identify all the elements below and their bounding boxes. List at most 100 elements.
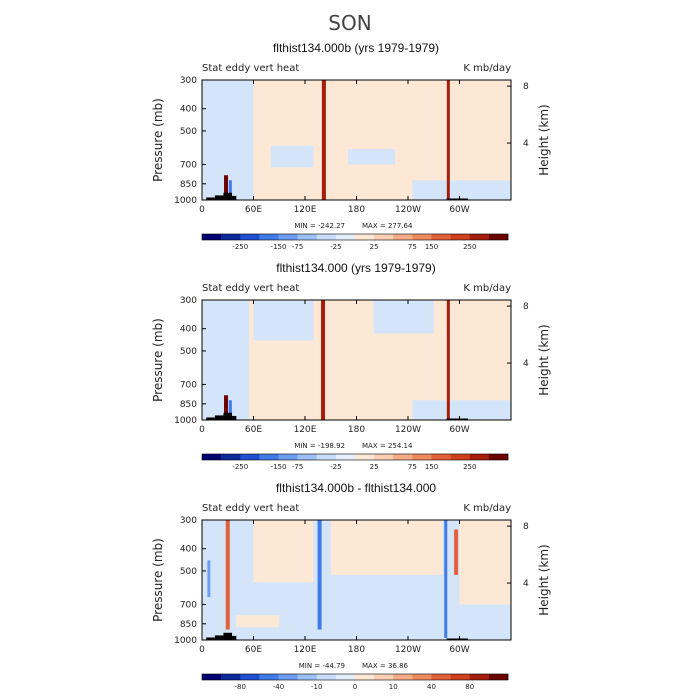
colorbar-swatch (297, 234, 318, 240)
terrain-block (446, 418, 469, 420)
colorbar-swatch (412, 234, 432, 240)
field-region (253, 300, 314, 341)
colorbar-swatch (297, 454, 318, 460)
colorbar-label: -75 (292, 463, 303, 471)
field-streak (321, 80, 326, 200)
panel-2: flthist134.000 (yrs 1979-1979) Stat eddy … (0, 260, 700, 480)
colorbar-swatch (469, 674, 490, 680)
colorbar-swatch (278, 454, 298, 460)
y2-tick-label: 8 (523, 522, 529, 532)
colorbar-label: 0 (353, 683, 357, 691)
y-tick-label: 1000 (174, 416, 197, 426)
y-tick-label: 400 (180, 105, 197, 115)
field-streak (444, 520, 448, 638)
x-tick-label: 60W (449, 425, 469, 435)
colorbar-swatch (374, 674, 394, 680)
panel-3: flthist134.000b - flthist134.000 Stat edd… (0, 480, 700, 700)
min-label: MIN = -242.27 (294, 222, 345, 230)
y-tick-label: 700 (180, 380, 197, 390)
colorbar-swatch (393, 234, 413, 240)
field-streak (446, 80, 450, 200)
colorbar-swatch (240, 454, 260, 460)
colorbar-frame (201, 673, 509, 681)
colorbar-swatch (278, 674, 298, 680)
colorbar-swatch (316, 454, 337, 460)
terrain-block (214, 195, 224, 200)
terrain-block (223, 632, 233, 640)
chart-title: flthist134.000 (yrs 1979-1979) (276, 261, 435, 275)
x-tick-label: 0 (199, 645, 205, 655)
colorbar-label: 10 (389, 683, 398, 691)
field-streak (228, 400, 232, 415)
colorbar-swatch (240, 234, 260, 240)
y2-tick-label: 8 (523, 302, 529, 312)
right-string: K mb/day (463, 503, 511, 514)
colorbar-swatch (221, 234, 241, 240)
terrain-block (206, 637, 215, 640)
colorbar-label: -25 (330, 463, 341, 471)
field-streak (446, 300, 450, 420)
y-tick-label: 850 (180, 180, 197, 190)
colorbar-swatch (316, 234, 337, 240)
colorbar-swatch (469, 454, 490, 460)
colorbar-swatch (202, 234, 222, 240)
x-tick-label: 120W (395, 645, 421, 655)
colorbar-swatch (221, 674, 241, 680)
colorbar-label: -40 (273, 683, 284, 691)
field-region (270, 145, 314, 168)
colorbar-frame (201, 233, 509, 241)
max-label: MAX = 277.64 (362, 222, 413, 230)
colorbar-label: -150 (271, 243, 287, 251)
page-title: SON (328, 11, 372, 35)
colorbar-swatch (431, 454, 451, 460)
field-region (373, 300, 434, 334)
colorbar-label: -25 (330, 243, 341, 251)
field-streak (224, 395, 229, 420)
chart-title: flthist134.000b (yrs 1979-1979) (273, 41, 439, 55)
max-label: MAX = 36.86 (362, 662, 409, 670)
x-tick-label: 180 (348, 645, 365, 655)
colorbar-label: -150 (271, 463, 287, 471)
colorbar-swatch (488, 454, 509, 460)
colorbar-swatch (335, 674, 356, 680)
y-tick-label: 300 (180, 296, 197, 306)
y-tick-label: 700 (180, 160, 197, 170)
colorbar-swatch (450, 454, 471, 460)
colorbar-swatch (202, 454, 222, 460)
colorbar-swatch (335, 454, 356, 460)
x-tick-label: 180 (348, 425, 365, 435)
colorbar-swatch (412, 674, 432, 680)
field-streak (228, 180, 232, 195)
colorbar-label: -10 (311, 683, 322, 691)
colorbar-swatch (393, 674, 413, 680)
left-string: Stat eddy vert heat (202, 283, 299, 294)
colorbar-frame (201, 453, 509, 461)
x-tick-label: 0 (199, 425, 205, 435)
field-region (330, 520, 443, 575)
y2-axis-label: Height (km) (537, 324, 551, 395)
colorbar-swatch (259, 234, 279, 240)
x-tick-label: 120W (395, 205, 421, 215)
terrain-block (232, 415, 237, 420)
colorbar-swatch (488, 234, 509, 240)
left-string: Stat eddy vert heat (202, 63, 299, 74)
panel-3-chart: flthist134.000b - flthist134.000 Stat edd… (151, 481, 551, 691)
y-tick-label: 400 (180, 545, 197, 555)
x-tick-label: 180 (348, 205, 365, 215)
y-tick-label: 300 (180, 76, 197, 86)
min-label: MIN = -198.92 (294, 442, 345, 450)
field-streak (454, 529, 459, 575)
terrain-block (232, 635, 237, 640)
y-tick-label: 1000 (174, 196, 197, 206)
field-region (412, 180, 511, 200)
field-streak (207, 560, 211, 598)
chart-title: flthist134.000b - flthist134.000 (276, 481, 436, 495)
terrain-block (446, 638, 469, 640)
colorbar-swatch (450, 234, 471, 240)
y2-tick-label: 8 (523, 82, 529, 92)
colorbar-swatch (431, 674, 451, 680)
colorbar-label: 150 (425, 463, 438, 471)
colorbar-label: -250 (232, 243, 248, 251)
x-tick-label: 60E (245, 205, 262, 215)
panel-1-chart: flthist134.000b (yrs 1979-1979) Stat eddy… (151, 41, 551, 251)
